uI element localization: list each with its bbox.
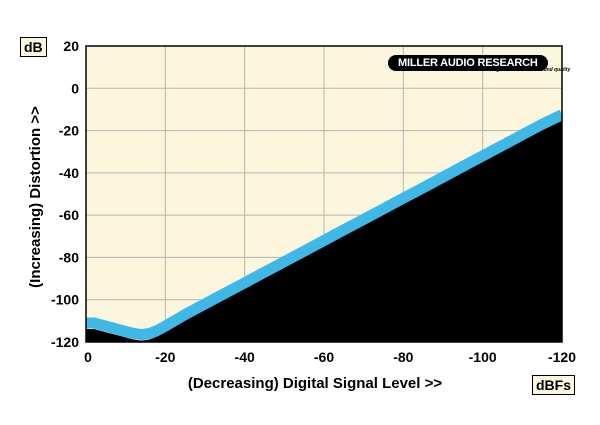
x-unit-label: dBFs — [532, 375, 575, 395]
x-tick-labels: 0 -20 -40 -60 -80 -100 -120 — [84, 349, 576, 365]
y-tick-label: -20 — [59, 123, 79, 139]
x-axis-title: (Decreasing) Digital Signal Level >> — [188, 375, 442, 392]
y-tick-label: 0 — [71, 80, 79, 96]
y-tick-label: -60 — [59, 207, 79, 223]
x-tick-label: -40 — [235, 349, 255, 365]
x-tick-label: -20 — [155, 349, 175, 365]
y-tick-label: -120 — [51, 334, 79, 350]
plot-frame — [85, 45, 563, 343]
y-unit-label: dB — [20, 37, 47, 57]
x-tick-label: -120 — [548, 349, 576, 365]
x-tick-label: 0 — [84, 349, 92, 365]
y-tick-label: -80 — [59, 249, 79, 265]
distortion-series-line — [86, 109, 562, 341]
x-tick-label: -60 — [314, 349, 334, 365]
x-tick-label: -80 — [393, 349, 413, 365]
y-tick-labels: 20 0 -20 -40 -60 -80 -100 -120 — [51, 38, 79, 350]
y-axis-title: (Increasing) Distortion >> — [27, 106, 44, 288]
logo-wordmark: MILLER AUDIO RESEARCH — [388, 55, 548, 71]
x-tick-label: -100 — [469, 349, 497, 365]
y-tick-label: -100 — [51, 292, 79, 308]
miller-audio-research-logo: MILLER AUDIO RESEARCH setting the measur… — [388, 54, 570, 73]
y-tick-label: 20 — [63, 38, 79, 54]
y-tick-label: -40 — [59, 165, 79, 181]
noise-floor-fill — [86, 120, 562, 342]
logo-tagline: setting the measure of sound quality — [483, 67, 571, 73]
